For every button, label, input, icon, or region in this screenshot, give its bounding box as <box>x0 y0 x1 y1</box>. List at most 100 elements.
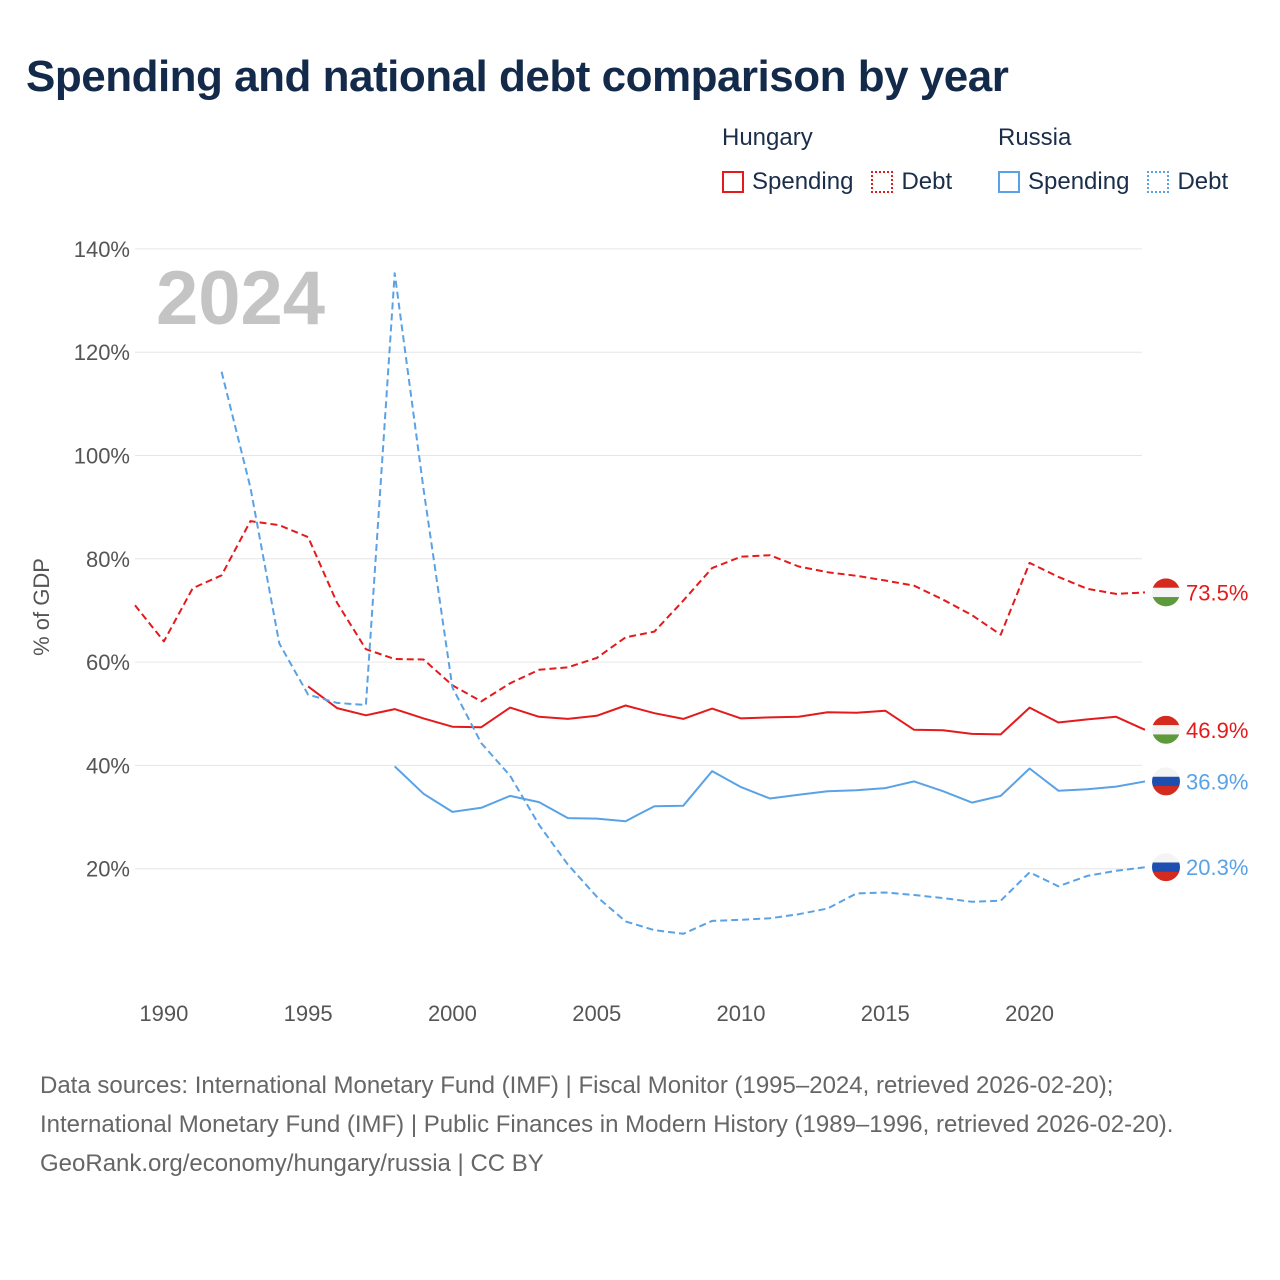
data-point <box>826 571 828 573</box>
data-point <box>624 820 626 822</box>
x-tick-label: 2020 <box>1005 1001 1054 1026</box>
data-point <box>480 742 482 744</box>
data-point <box>682 933 684 935</box>
legend-russia-debt[interactable]: Debt <box>1147 168 1228 196</box>
flag-stripe <box>1152 587 1180 598</box>
flag-stripe <box>1152 578 1180 589</box>
end-value-label: 73.5% <box>1186 580 1248 605</box>
data-point <box>798 716 800 718</box>
data-point <box>798 913 800 915</box>
data-point <box>682 599 684 601</box>
y-tick-label: 80% <box>86 547 130 572</box>
hungary-flag-icon <box>1152 578 1180 607</box>
data-point <box>653 805 655 807</box>
data-point <box>971 614 973 616</box>
data-point <box>451 811 453 813</box>
legend-russia-spending[interactable]: Spending <box>998 168 1129 196</box>
data-point <box>249 520 251 522</box>
end-value-label: 20.3% <box>1186 855 1248 880</box>
data-point <box>942 598 944 600</box>
data-point <box>1115 870 1117 872</box>
data-point <box>394 708 396 710</box>
data-point <box>942 897 944 899</box>
legend-label: Spending <box>1028 168 1130 195</box>
data-point <box>422 488 424 490</box>
end-value-label: 36.9% <box>1186 769 1248 794</box>
data-point <box>711 770 713 772</box>
data-point <box>480 726 482 728</box>
data-point <box>884 709 886 711</box>
data-point <box>336 707 338 709</box>
hungary-flag-icon <box>1152 715 1180 744</box>
data-point <box>1144 780 1146 782</box>
data-point <box>394 272 396 274</box>
data-point <box>596 817 598 819</box>
data-point <box>596 657 598 659</box>
data-point <box>1028 871 1030 873</box>
data-point <box>307 536 309 538</box>
y-tick-label: 100% <box>74 444 130 469</box>
flag-stripe <box>1152 715 1180 726</box>
series-line-hungary-spending <box>307 685 1146 736</box>
y-tick-label: 60% <box>86 650 130 675</box>
data-point <box>365 648 367 650</box>
data-point <box>1057 885 1059 887</box>
flag-stripe <box>1152 862 1180 873</box>
y-tick-label: 120% <box>74 340 130 365</box>
data-point <box>1000 795 1002 797</box>
legend-hungary-spending[interactable]: Spending <box>722 168 853 196</box>
data-point <box>884 579 886 581</box>
data-point <box>1028 706 1030 708</box>
data-point <box>653 712 655 714</box>
data-point <box>971 801 973 803</box>
data-point <box>422 717 424 719</box>
data-point <box>163 640 165 642</box>
data-point <box>567 666 569 668</box>
data-point <box>855 712 857 714</box>
series-line-hungary-debt <box>134 520 1146 703</box>
data-point <box>711 707 713 709</box>
flag-stripe <box>1152 767 1180 778</box>
credit-link[interactable]: GeoRank.org/economy/hungary/russia | CC … <box>40 1150 544 1177</box>
data-point <box>538 801 540 803</box>
data-point <box>884 787 886 789</box>
flag-stripe <box>1152 871 1180 882</box>
data-point <box>451 725 453 727</box>
y-tick-label: 20% <box>86 857 130 882</box>
data-point <box>826 907 828 909</box>
data-point <box>826 790 828 792</box>
data-point <box>711 567 713 569</box>
data-point <box>855 789 857 791</box>
data-sources: Data sources: International Monetary Fun… <box>40 1072 1174 1138</box>
legend-hungary-debt[interactable]: Debt <box>871 168 952 196</box>
data-point <box>307 685 309 687</box>
flag-stripe <box>1152 776 1180 787</box>
data-point <box>942 790 944 792</box>
data-point <box>913 780 915 782</box>
data-point <box>769 917 771 919</box>
legend-label: Debt <box>901 168 953 195</box>
data-point <box>769 797 771 799</box>
data-point <box>422 793 424 795</box>
legend-hungary: Hungary Spending Debt <box>722 124 970 196</box>
y-tick-label: 40% <box>86 753 130 778</box>
data-point <box>567 817 569 819</box>
data-point <box>1086 875 1088 877</box>
legend-label: Spending <box>752 168 854 195</box>
data-point <box>596 715 598 717</box>
data-point <box>971 901 973 903</box>
data-point <box>1115 716 1117 718</box>
data-point <box>1086 718 1088 720</box>
data-point <box>798 565 800 567</box>
legend-label: Debt <box>1177 168 1229 195</box>
data-point <box>1144 866 1146 868</box>
data-point <box>1028 767 1030 769</box>
data-point <box>394 765 396 767</box>
series-line-russia-spending <box>394 765 1146 823</box>
data-point <box>855 575 857 577</box>
flag-stripe <box>1152 853 1180 863</box>
y-axis-label: % of GDP <box>29 558 54 656</box>
x-tick-label: 1995 <box>284 1001 333 1026</box>
data-point <box>682 718 684 720</box>
data-point <box>1144 729 1146 731</box>
